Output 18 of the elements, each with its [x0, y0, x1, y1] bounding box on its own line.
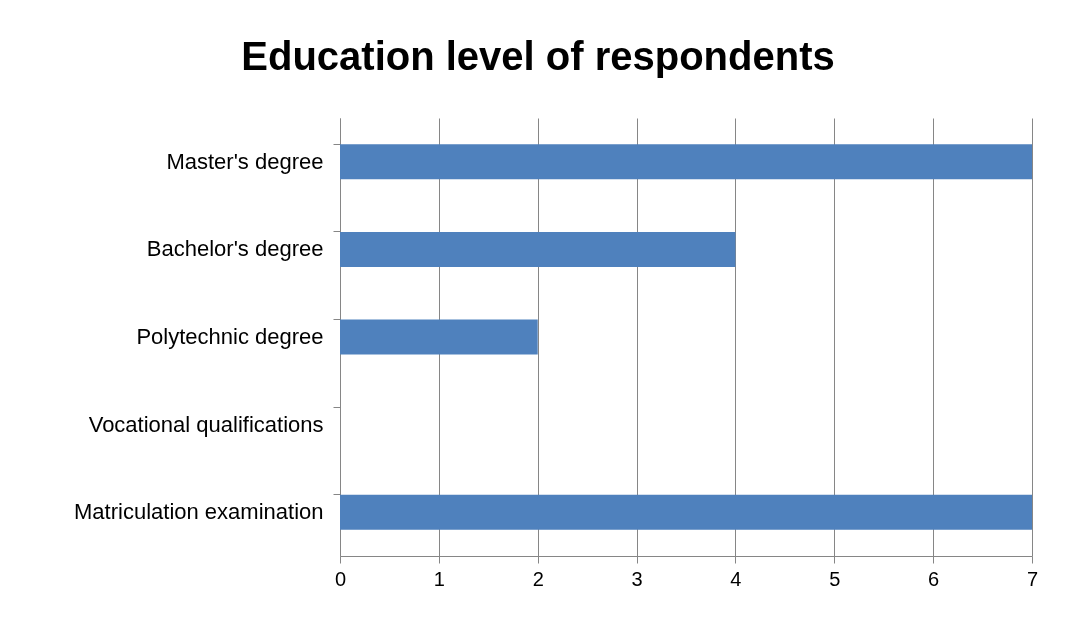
bar [340, 231, 736, 267]
x-tick-label: 2 [532, 567, 544, 590]
y-tick-label: Bachelor's degree [146, 236, 324, 262]
bar [340, 319, 538, 355]
x-tick-label: 7 [1026, 567, 1039, 590]
y-tick-label: Polytechnic degree [136, 324, 324, 349]
bar [340, 494, 1032, 530]
x-tick-label: 0 [334, 567, 347, 590]
y-tick-label: Vocational qualifications [88, 411, 324, 437]
x-tick-label: 3 [631, 567, 643, 590]
x-tick-label: 1 [433, 567, 445, 590]
bar [340, 144, 1032, 180]
y-tick-label: Master's degree [166, 148, 324, 174]
x-tick-label: 4 [730, 567, 742, 590]
x-tick-label: 5 [829, 567, 841, 590]
y-tick-label: Matriculation examination [74, 499, 324, 525]
x-tick-label: 6 [928, 567, 940, 590]
chart-title: Education level of respondents [241, 34, 835, 78]
